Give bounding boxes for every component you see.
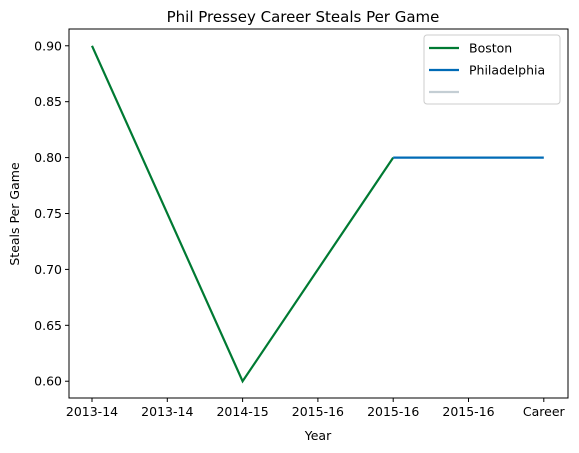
x-axis: 2013-14 2013-14 2014-15 2015-16 2015-16 2015-… (66, 398, 566, 419)
series-lines (90, 45, 544, 384)
y-tick-label: 0.85 (34, 94, 62, 109)
y-tick-label: 0.65 (34, 318, 62, 333)
y-tick-label: 0.70 (34, 262, 62, 277)
legend-label: Philadelphia (469, 63, 545, 78)
legend: Boston Philadelphia (423, 34, 561, 105)
x-tick-label: 2013-14 (141, 404, 193, 419)
y-tick-label: 0.75 (34, 206, 62, 221)
y-tick-label: 0.90 (34, 38, 62, 53)
series-line (90, 45, 395, 384)
y-axis: 0.60 0.65 0.70 0.75 0.80 0.85 0.90 (34, 38, 69, 389)
x-tick-label: 2014-15 (216, 404, 268, 419)
y-tick-label: 0.80 (34, 150, 62, 165)
x-tick-label: Career (523, 404, 566, 419)
chart-title: Phil Pressey Career Steals Per Game (167, 8, 440, 26)
x-tick-label: 2013-14 (66, 404, 118, 419)
x-tick-label: 2015-16 (367, 404, 419, 419)
x-axis-label: Year (304, 428, 332, 443)
x-tick-label: 2015-16 (292, 404, 344, 419)
x-tick-label: 2015-16 (442, 404, 494, 419)
y-tick-label: 0.60 (34, 374, 62, 389)
legend-box (423, 34, 561, 105)
y-axis-label: Steals Per Game (7, 162, 22, 266)
legend-label: Boston (469, 41, 512, 56)
